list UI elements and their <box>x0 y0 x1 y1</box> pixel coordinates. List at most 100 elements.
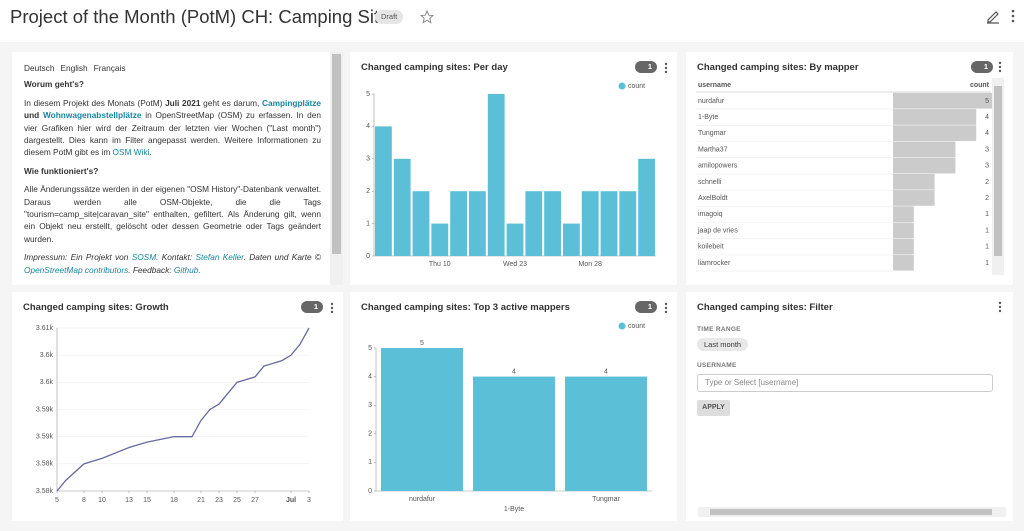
text-run: und <box>24 110 43 121</box>
panel-menu-dot[interactable] <box>664 302 668 306</box>
scrollbar[interactable] <box>698 507 1006 517</box>
x-tick-label: 25 <box>233 497 241 504</box>
x-tick-label: 13 <box>125 497 133 504</box>
panel-title: Changed camping sites: Top 3 active mapp… <box>361 302 570 313</box>
panel-menu-dot[interactable] <box>330 302 334 306</box>
link[interactable]: OSM Wiki <box>112 147 150 158</box>
bar <box>581 191 599 256</box>
favorite-star[interactable] <box>420 10 434 24</box>
dashboard-title: Project of the Month (PotM) CH: Camping … <box>10 6 399 27</box>
panel-menu[interactable] <box>997 60 1003 74</box>
y-tick-label: 4 <box>366 123 370 130</box>
legend-swatch <box>618 82 626 90</box>
bar <box>375 126 392 257</box>
count-bar <box>893 157 956 174</box>
text-panel: Deutsch English Français Worum geht's? In di… <box>12 52 343 285</box>
link[interactable]: Wohnwagenabstellplätze <box>42 110 142 121</box>
cell: koilebeit <box>698 244 724 251</box>
paragraph: Impressum: Ein Projekt von SOSM. Kontakt… <box>24 251 321 276</box>
text-run: . Daten und Karte © <box>243 252 322 263</box>
panel-menu-dot[interactable] <box>664 306 668 310</box>
x-tick-label: Tungmar <box>592 496 620 503</box>
y-tick-label: 5 <box>366 91 370 98</box>
link[interactable]: Github <box>173 264 199 275</box>
panel-menu-dot[interactable] <box>664 310 668 314</box>
panel-menu-dot[interactable] <box>664 66 668 70</box>
count-bar <box>893 254 914 271</box>
panel-menu-dot[interactable] <box>664 70 668 74</box>
y-tick-label: 3.6k <box>40 379 54 386</box>
panel-menu-dot[interactable] <box>664 62 668 66</box>
language-link[interactable]: Français <box>93 63 126 73</box>
y-tick-label: 3.59k <box>36 406 54 413</box>
line <box>56 327 310 492</box>
cell: Tungmar <box>698 130 726 137</box>
cell: AxelBoldt <box>698 195 728 202</box>
panel-menu-dot[interactable] <box>330 310 334 314</box>
count-bar <box>893 238 914 255</box>
text-run: . Kontakt: <box>156 252 196 263</box>
text-run: . <box>149 147 152 158</box>
cell: imagoiq <box>698 211 723 218</box>
time-range-pill[interactable]: Last month <box>697 338 749 351</box>
link[interactable]: SOSM <box>131 252 157 263</box>
x-tick-label: 3 <box>307 497 311 504</box>
bar <box>619 191 637 256</box>
paragraph: Alle Änderungssätze werden in der eigene… <box>24 183 321 245</box>
text-run: in OpenStreetMap (OSM) zu erfassen. In d… <box>24 110 321 158</box>
bar <box>469 191 486 256</box>
language-link[interactable]: Deutsch <box>24 63 55 73</box>
x-tick-label: 5 <box>55 497 59 504</box>
data-label: 4 <box>604 368 608 375</box>
scroll-thumb[interactable] <box>710 509 992 515</box>
cell: 1 <box>985 227 989 234</box>
filter-badge[interactable]: 1 <box>301 301 323 313</box>
filter-badge[interactable]: 1 <box>971 61 993 73</box>
filter-badge[interactable]: 1 <box>635 301 657 313</box>
scroll-thumb[interactable] <box>332 54 341 254</box>
apply-button[interactable]: APPLY <box>697 400 730 416</box>
x-tick-label: 27 <box>251 497 259 504</box>
x-tick-label: Wed 23 <box>503 261 527 268</box>
bar <box>450 191 467 256</box>
language-link[interactable]: English <box>60 63 88 73</box>
x-tick-label: 8 <box>82 497 86 504</box>
y-tick-label: 4 <box>368 373 372 380</box>
panel-menu-dot[interactable] <box>330 306 334 310</box>
text-run: Juli 2021 <box>165 97 201 108</box>
scrollbar[interactable] <box>330 52 343 285</box>
bar <box>544 191 561 256</box>
link[interactable]: Stefan Keller <box>195 252 244 263</box>
link[interactable]: OpenStreetMap contributors <box>24 264 129 275</box>
bar <box>431 223 449 256</box>
y-tick-label: 3.58k <box>36 488 54 495</box>
legend-swatch <box>618 322 626 330</box>
table-panel: Changed camping sites: By mapper 1 usern… <box>686 52 1013 285</box>
draft-badge[interactable]: Draft <box>375 10 404 24</box>
y-tick-label: 2 <box>366 188 370 195</box>
cell: nurdafur <box>698 98 725 105</box>
filter-label: USERNAME <box>697 362 737 369</box>
username-select[interactable]: Type or Select [username] <box>697 374 993 392</box>
scroll-thumb[interactable] <box>994 86 1002 256</box>
y-tick-label: 0 <box>368 488 372 495</box>
panel-menu[interactable] <box>997 300 1003 314</box>
column-header: count <box>970 82 990 89</box>
menu-icon[interactable] <box>1009 8 1017 24</box>
bar <box>487 94 505 256</box>
cell: schnelli <box>698 179 722 186</box>
x-tick-label: Jul <box>286 497 296 504</box>
filter-badge[interactable]: 1 <box>635 61 657 73</box>
count-bar <box>893 125 977 141</box>
link[interactable]: Campingplätze <box>261 97 321 108</box>
chart-panel: Changed camping sites: Top 3 active mapp… <box>350 292 677 521</box>
header: Project of the Month (PotM) CH: Camping … <box>0 0 1024 42</box>
heading: Worum geht's? <box>24 79 84 90</box>
bar <box>565 376 647 491</box>
edit-icon[interactable] <box>985 8 1001 24</box>
panel-title: Changed camping sites: Filter <box>697 302 833 313</box>
legend-label: count <box>628 83 645 90</box>
cell: liamrocker <box>698 260 731 267</box>
heading: Wie funktioniert's? <box>24 165 99 176</box>
bar <box>525 191 543 256</box>
